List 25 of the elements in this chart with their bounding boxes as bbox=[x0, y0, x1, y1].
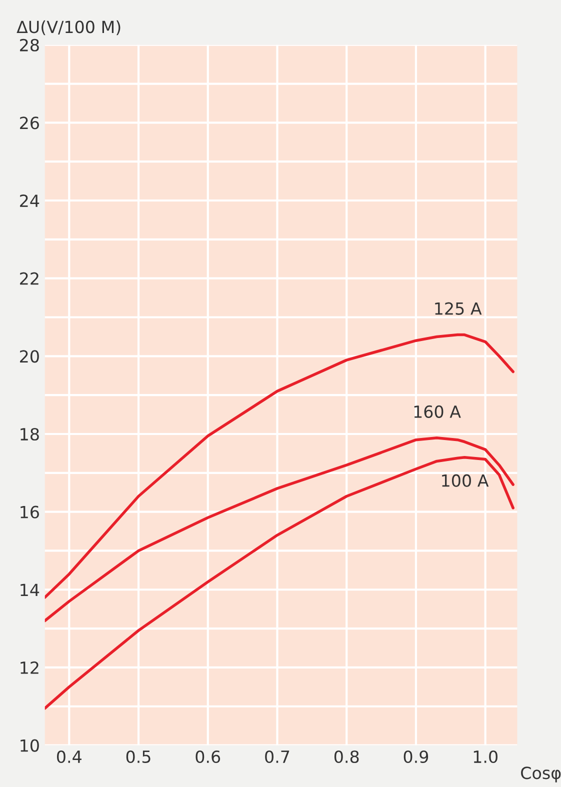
x-tick-label: 0.7 bbox=[265, 750, 290, 764]
line-series bbox=[44, 436, 514, 622]
y-tick-label: 10 bbox=[20, 739, 39, 752]
y-axis-title: ΔU(V/100 M) bbox=[16, 20, 120, 36]
line-series bbox=[44, 333, 514, 599]
y-tick-label: 14 bbox=[20, 584, 40, 596]
line-series bbox=[44, 456, 514, 710]
y-tick-label: 18 bbox=[20, 428, 39, 441]
y-tick-label: 28 bbox=[20, 38, 39, 52]
x-tick-label: 0.8 bbox=[334, 750, 359, 764]
y-tick-label: 16 bbox=[20, 506, 39, 518]
x-tick-label: 0.5 bbox=[126, 750, 150, 764]
y-tick-label: 20 bbox=[20, 350, 39, 363]
y-tick-label: 22 bbox=[20, 272, 38, 285]
y-tick-label: 26 bbox=[20, 116, 39, 130]
y-tick-label: 12 bbox=[20, 661, 38, 674]
series-label: 100 A bbox=[442, 474, 489, 487]
x-tick-label: 1.0 bbox=[474, 750, 498, 764]
x-tick-label: 0.6 bbox=[196, 750, 220, 764]
x-axis-title: Cosφ bbox=[521, 766, 561, 782]
y-tick-label: 24 bbox=[20, 194, 40, 207]
series-label: 125 A bbox=[435, 302, 482, 315]
series-label: 160 A bbox=[414, 405, 461, 418]
x-tick-label: 0.9 bbox=[404, 750, 428, 764]
x-tick-label: 0.4 bbox=[57, 750, 82, 764]
